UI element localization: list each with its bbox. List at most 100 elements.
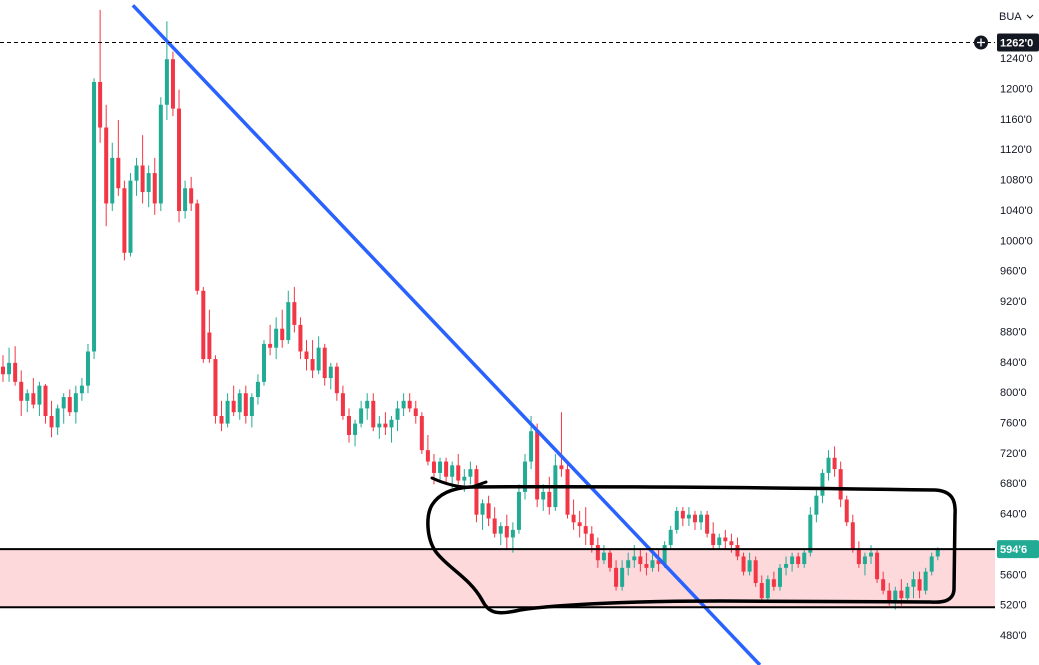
candle-layer — [1, 9, 940, 610]
hand-drawn-stroke — [430, 476, 488, 489]
y-tick-label: 800'0 — [1000, 387, 1027, 399]
candle-body — [753, 560, 758, 584]
candle-body — [377, 423, 382, 428]
candle-body — [832, 457, 837, 470]
candle-body — [110, 157, 115, 204]
candle-body — [626, 560, 631, 568]
candle-body — [304, 351, 309, 360]
candle-body — [826, 457, 831, 473]
candle-body — [717, 537, 722, 546]
candle-body — [644, 564, 649, 568]
candle-body — [280, 328, 285, 341]
candle-body — [784, 564, 789, 568]
candle-body — [438, 461, 443, 473]
candle-body — [705, 514, 710, 534]
price-zone — [0, 549, 995, 608]
candle-body — [73, 393, 78, 413]
candle-body — [316, 347, 321, 371]
candle-body — [856, 548, 861, 565]
candle-body — [31, 393, 36, 405]
candle-body — [401, 400, 406, 409]
candle-body — [346, 416, 351, 435]
candle-body — [468, 469, 473, 477]
candle-body — [595, 545, 600, 561]
candle-body — [929, 556, 934, 572]
price-label: 1262'0 — [1000, 37, 1033, 49]
candle-body — [286, 302, 291, 341]
candle-body — [541, 491, 546, 500]
y-tick-label: 1240'0 — [1000, 53, 1033, 65]
add-alert-plus — [977, 38, 985, 47]
candle-body — [152, 173, 157, 204]
candle-body — [456, 465, 461, 481]
candle-body — [814, 495, 819, 515]
candle-body — [383, 423, 388, 428]
candle-body — [474, 469, 479, 515]
candle-body — [195, 203, 200, 291]
candle-body — [881, 579, 886, 591]
candle-body — [893, 590, 898, 602]
candle-body — [55, 408, 60, 428]
candle-body — [413, 408, 418, 417]
y-tick-label: 1080'0 — [1000, 175, 1033, 187]
candle-body — [213, 359, 218, 417]
candle-body — [680, 510, 685, 519]
candle-body — [510, 529, 515, 538]
candle-body — [116, 157, 121, 189]
drawing-layer — [426, 476, 957, 615]
dropdown-icon[interactable] — [1026, 14, 1034, 19]
candle-body — [37, 385, 42, 405]
candle-body — [274, 328, 279, 348]
y-tick-label: 640'0 — [1000, 509, 1027, 521]
y-tick-label: 720'0 — [1000, 448, 1027, 460]
candle-body — [662, 545, 667, 565]
candle-body — [450, 465, 455, 477]
candle-body — [134, 165, 139, 181]
y-tick-label: 1160'0 — [1000, 114, 1032, 126]
candle-body — [741, 556, 746, 572]
candle-body — [389, 419, 394, 428]
candle-body — [292, 302, 297, 325]
candle-body — [650, 560, 655, 568]
candle-body — [638, 556, 643, 565]
candle-body — [201, 290, 206, 360]
y-tick-label: 1000'0 — [1000, 235, 1033, 247]
candle-body — [128, 180, 133, 253]
candle-body — [334, 366, 339, 394]
candle-body — [887, 590, 892, 602]
y-tick-label: 920'0 — [1000, 296, 1027, 308]
candle-body — [529, 431, 534, 462]
candle-body — [79, 385, 84, 394]
candle-body — [225, 400, 230, 424]
candle-body — [668, 529, 673, 546]
candle-body — [19, 381, 24, 401]
candle-body — [146, 173, 151, 193]
y-tick-label: 680'0 — [1000, 478, 1027, 490]
candle-body — [61, 397, 66, 409]
symbol: BUA — [999, 11, 1022, 23]
candle-body — [207, 332, 212, 360]
candle-body — [310, 359, 315, 371]
candle-body — [820, 472, 825, 496]
candle-body — [462, 476, 467, 481]
candle-body — [917, 579, 922, 591]
candle-body — [237, 393, 242, 413]
candle-body — [85, 351, 90, 386]
candle-body — [431, 461, 436, 473]
candle-body — [49, 416, 54, 428]
y-tick-label: 1200'0 — [1000, 83, 1033, 95]
candle-body — [365, 400, 370, 409]
y-tick-label: 560'0 — [1000, 569, 1027, 581]
candle-body — [614, 567, 619, 587]
candle-body — [298, 324, 303, 352]
candle-body — [340, 393, 345, 417]
candle-body — [869, 552, 874, 557]
candle-body — [632, 556, 637, 561]
candle-body — [601, 552, 606, 561]
level-layer — [0, 4, 995, 665]
candle-body — [322, 347, 327, 379]
candle-body — [608, 552, 612, 568]
price-label-box — [997, 540, 1039, 559]
